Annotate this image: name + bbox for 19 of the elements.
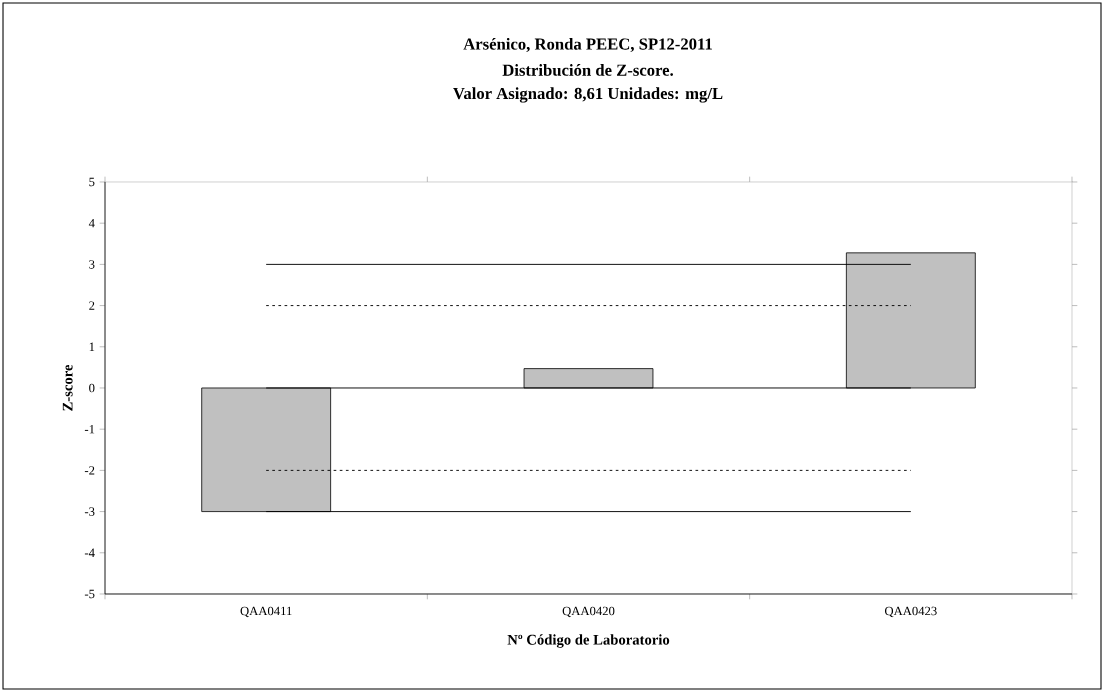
y-tick-label: 1 xyxy=(89,342,95,351)
y-tick-label: 4 xyxy=(88,219,95,228)
chart-subtitle: Distribución de Z-score. xyxy=(502,64,673,76)
y-tick-label: -1 xyxy=(84,425,95,434)
y-tick-label: -4 xyxy=(84,548,95,557)
y-tick-label: -3 xyxy=(84,507,95,516)
y-tick-label: 5 xyxy=(89,177,95,187)
x-axis-title: Nº Código de Laboratorio xyxy=(507,634,670,648)
y-axis-title: Z-score xyxy=(62,364,73,411)
y-tick-label: -2 xyxy=(84,466,95,475)
y-tick-label: 3 xyxy=(89,260,95,269)
y-tick-label: 0 xyxy=(89,383,95,393)
y-tick-label: 2 xyxy=(89,301,95,310)
x-tick-label: QAA0411 xyxy=(240,606,292,618)
text: Valor Asignado: 8,61 Unidades: mg/L xyxy=(453,87,723,103)
x-tick-label: QAA0420 xyxy=(562,606,615,618)
x-tick-label: QAA0423 xyxy=(884,606,937,618)
y-tick-label: -5 xyxy=(84,589,95,599)
chart-title: Arsénico, Ronda PEEC, SP12-2011 xyxy=(463,37,712,53)
